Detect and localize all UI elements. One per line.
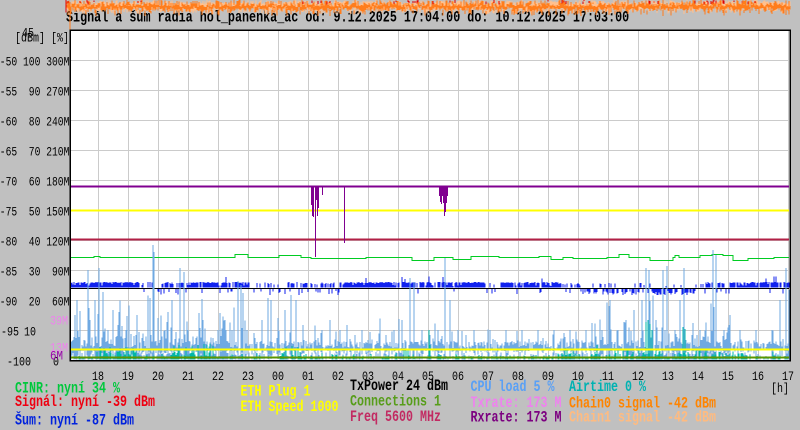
svg-text:21: 21	[182, 369, 194, 384]
svg-text:Signál: nyní -39 dBm: Signál: nyní -39 dBm	[15, 393, 155, 411]
svg-text:23: 23	[242, 369, 254, 384]
svg-text:Freq 5600 MHz: Freq 5600 MHz	[350, 408, 441, 426]
svg-text:20: 20	[152, 369, 164, 384]
svg-text:[h]: [h]	[771, 381, 789, 396]
svg-text:-100: -100	[7, 355, 31, 370]
svg-text:-55 90 270M: -55 90 270M	[0, 85, 69, 100]
svg-text:13: 13	[662, 369, 674, 384]
svg-text:ETH Speed 1000: ETH Speed 1000	[241, 398, 339, 416]
svg-text:04: 04	[392, 369, 404, 384]
svg-text:39M: 39M	[50, 314, 68, 329]
svg-text:06: 06	[452, 369, 464, 384]
svg-text:08: 08	[512, 369, 524, 384]
svg-text:-65 70 210M: -65 70 210M	[0, 145, 69, 160]
svg-text:10: 10	[24, 325, 36, 340]
svg-text:Chain0 signal -42 dBm: Chain0 signal -42 dBm	[569, 395, 716, 413]
svg-text:CINR: nyní 34 %: CINR: nyní 34 %	[15, 380, 121, 398]
svg-text:0: 0	[53, 355, 59, 370]
svg-text:-70 60 180M: -70 60 180M	[0, 175, 69, 190]
svg-text:6M: 6M	[50, 349, 63, 364]
svg-text:12: 12	[632, 369, 644, 384]
svg-text:Rxrate: 173 M: Rxrate: 173 M	[471, 408, 562, 426]
svg-text:17: 17	[782, 369, 794, 384]
svg-text:-95: -95	[1, 325, 19, 340]
svg-text:02: 02	[332, 369, 344, 384]
svg-text:07: 07	[482, 369, 494, 384]
svg-text:Chain1 signal -42 dBm: Chain1 signal -42 dBm	[569, 409, 716, 427]
svg-text:11: 11	[602, 369, 614, 384]
svg-text:14: 14	[692, 369, 704, 384]
svg-text:15: 15	[722, 369, 734, 384]
svg-text:-60 80 240M: -60 80 240M	[0, 115, 69, 130]
svg-text:10: 10	[572, 369, 584, 384]
svg-text:TxPower 24 dBm: TxPower 24 dBm	[350, 377, 448, 395]
svg-text:45: 45	[22, 26, 34, 41]
svg-text:CPU load 5 %: CPU load 5 %	[471, 378, 556, 396]
svg-text:ETH Plug 1: ETH Plug 1	[241, 383, 311, 401]
svg-text:22: 22	[212, 369, 224, 384]
svg-text:-90 20 60M: -90 20 60M	[0, 295, 69, 310]
svg-text:-80 40 120M: -80 40 120M	[0, 235, 69, 250]
svg-text:[dBm] [%]: [dBm] [%]	[15, 31, 69, 46]
svg-text:13M: 13M	[50, 341, 68, 356]
svg-text:19: 19	[122, 369, 134, 384]
svg-text:-85 30 90M: -85 30 90M	[0, 265, 69, 280]
svg-text:03: 03	[362, 369, 374, 384]
svg-text:Airtime 0 %: Airtime 0 %	[569, 378, 647, 396]
svg-text:00: 00	[272, 369, 284, 384]
svg-text:16: 16	[752, 369, 764, 384]
svg-text:18: 18	[92, 369, 104, 384]
svg-text:01: 01	[302, 369, 314, 384]
svg-text:Connections 1: Connections 1	[350, 393, 441, 411]
svg-text:Txrate: 173 M: Txrate: 173 M	[471, 394, 562, 412]
svg-text:05: 05	[422, 369, 434, 384]
svg-text:-75 50 150M: -75 50 150M	[0, 205, 69, 220]
svg-text:Šum: nyní -87 dBm: Šum: nyní -87 dBm	[15, 412, 134, 430]
svg-text:-50 100 300M: -50 100 300M	[0, 55, 69, 70]
svg-text:09: 09	[542, 369, 554, 384]
